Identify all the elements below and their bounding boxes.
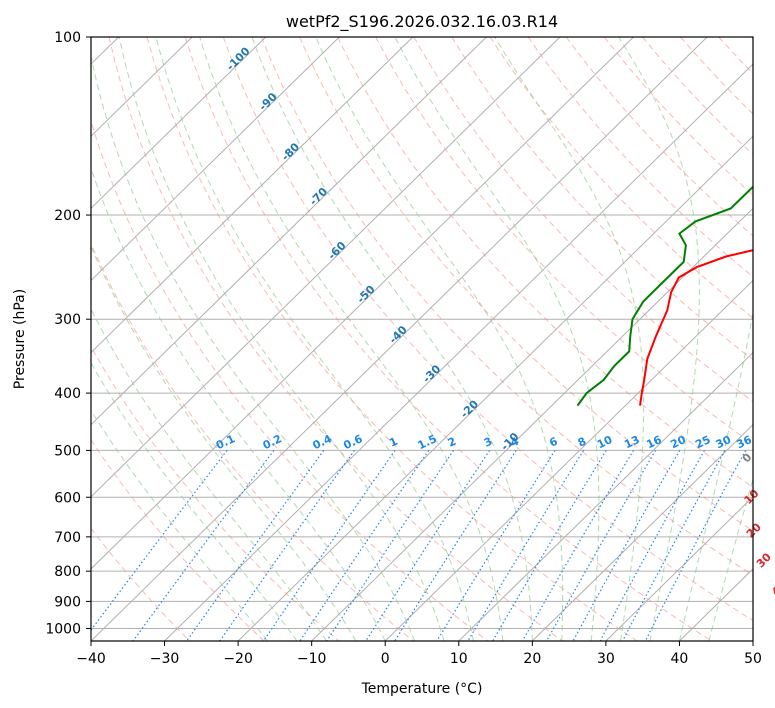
dry-adiabat xyxy=(260,37,753,576)
y-tick-label: 100 xyxy=(54,30,81,46)
moist-adiabat xyxy=(618,37,700,641)
dry-adiabat xyxy=(184,37,713,641)
isotherm xyxy=(91,37,487,426)
tick-layer: −40 −30 −20 −10 0 10 20 30 40 50 100 200 300 400 500 60… xyxy=(45,30,762,667)
mixing-ratio-line xyxy=(263,450,396,641)
isotherm xyxy=(91,37,561,498)
x-tick-label: −20 xyxy=(223,651,253,667)
isotherm xyxy=(237,135,753,641)
mixing-ratio-label: 20 xyxy=(669,433,689,451)
mixing-ratio-line xyxy=(91,450,228,632)
mixing-ratio-line xyxy=(186,450,325,641)
isotherm xyxy=(91,37,708,641)
x-tick-label: 30 xyxy=(597,651,615,667)
mixing-ratio-line xyxy=(326,450,454,641)
plot-frame xyxy=(90,36,754,642)
mixing-ratio-label: 16 xyxy=(644,433,664,451)
mixing-ratio-label: 30 xyxy=(714,433,734,451)
dry-adiabat xyxy=(757,37,775,641)
y-tick-label: 800 xyxy=(54,564,81,580)
y-tick-label: 1000 xyxy=(45,621,81,637)
y-tick-label: 300 xyxy=(54,312,81,328)
plot-background xyxy=(91,37,753,641)
moist-adiabat xyxy=(91,308,327,641)
mixing-ratio-line xyxy=(622,450,726,641)
moist-adiabat xyxy=(494,37,645,641)
y-tick-label: 500 xyxy=(54,443,81,459)
dry-adiabat xyxy=(146,37,638,641)
y-tick-label: 200 xyxy=(54,208,81,224)
moist-adiabat-label: 30 xyxy=(754,550,774,570)
isotherm xyxy=(91,37,267,210)
mixing-ratio-line xyxy=(599,450,705,641)
isotherm xyxy=(91,37,634,570)
moist-adiabat xyxy=(91,245,357,641)
moist-adiabat xyxy=(91,53,416,641)
x-tick-label: 40 xyxy=(671,651,689,667)
isotherm xyxy=(91,37,340,282)
dewpoint-profile xyxy=(576,185,753,407)
mixing-ratio-label: 13 xyxy=(622,433,641,451)
x-tick-label: −40 xyxy=(76,651,106,667)
mixing-ratio-label: 25 xyxy=(693,433,712,451)
x-tick-label: 20 xyxy=(523,651,541,667)
series-layer xyxy=(576,185,753,407)
moist-adiabat xyxy=(155,37,474,641)
mixing-ratio-label: 10 xyxy=(595,433,615,451)
moist-adiabat xyxy=(199,37,504,641)
mixing-ratio-line xyxy=(436,450,556,641)
dry-adiabat xyxy=(108,37,563,641)
x-tick-label: −30 xyxy=(150,651,180,667)
moist-adiabat xyxy=(708,477,753,641)
isotherm xyxy=(458,351,753,641)
moist-adiabat xyxy=(91,409,268,641)
isotherm xyxy=(164,63,753,641)
moist-adiabat xyxy=(394,37,600,641)
grid-layer xyxy=(91,37,775,641)
y-tick-label: 400 xyxy=(54,386,81,402)
isotherm xyxy=(311,207,753,641)
moist-adiabat xyxy=(91,361,298,641)
temperature-profile xyxy=(639,249,753,406)
y-tick-label: 600 xyxy=(54,490,81,506)
mixing-ratio-line xyxy=(572,450,681,641)
isotherm xyxy=(531,423,753,641)
dry-adiabat xyxy=(451,37,753,361)
mixing-ratio-line xyxy=(219,450,355,641)
isotherm xyxy=(91,37,414,354)
dry-adiabat xyxy=(222,37,753,622)
isotherm xyxy=(384,279,753,641)
moist-adiabat xyxy=(315,37,564,641)
y-tick-label: 700 xyxy=(54,530,81,546)
moist-adiabat xyxy=(118,37,445,641)
x-tick-label: 10 xyxy=(450,651,468,667)
x-tick-label: −10 xyxy=(297,651,327,667)
x-tick-label: 0 xyxy=(381,651,390,667)
isotherm xyxy=(605,496,753,641)
mixing-ratio-line xyxy=(299,450,430,641)
dry-adiabat xyxy=(413,37,753,403)
mixing-ratio-line xyxy=(546,450,657,641)
mixing-ratio-line xyxy=(644,450,747,641)
dry-adiabat xyxy=(375,37,753,445)
chart-title: wetPf2_S196.2026.032.16.03.R14 xyxy=(286,12,558,32)
moist-adiabat-label: 40 xyxy=(769,578,775,598)
moist-adiabat xyxy=(251,37,533,641)
moist-adiabat xyxy=(678,37,753,641)
dry-adiabat xyxy=(91,119,489,641)
mixing-ratio-line xyxy=(467,450,585,641)
y-axis-label: Pressure (hPa) xyxy=(12,289,28,389)
dry-adiabat xyxy=(91,527,191,641)
mixing-ratio-line xyxy=(132,450,275,641)
y-tick-label: 900 xyxy=(54,594,81,610)
x-axis-label: Temperature (°C) xyxy=(361,681,483,697)
dry-adiabat xyxy=(91,438,265,641)
x-tick-label: 50 xyxy=(744,651,762,667)
mixing-ratio-label: 36 xyxy=(734,433,754,451)
